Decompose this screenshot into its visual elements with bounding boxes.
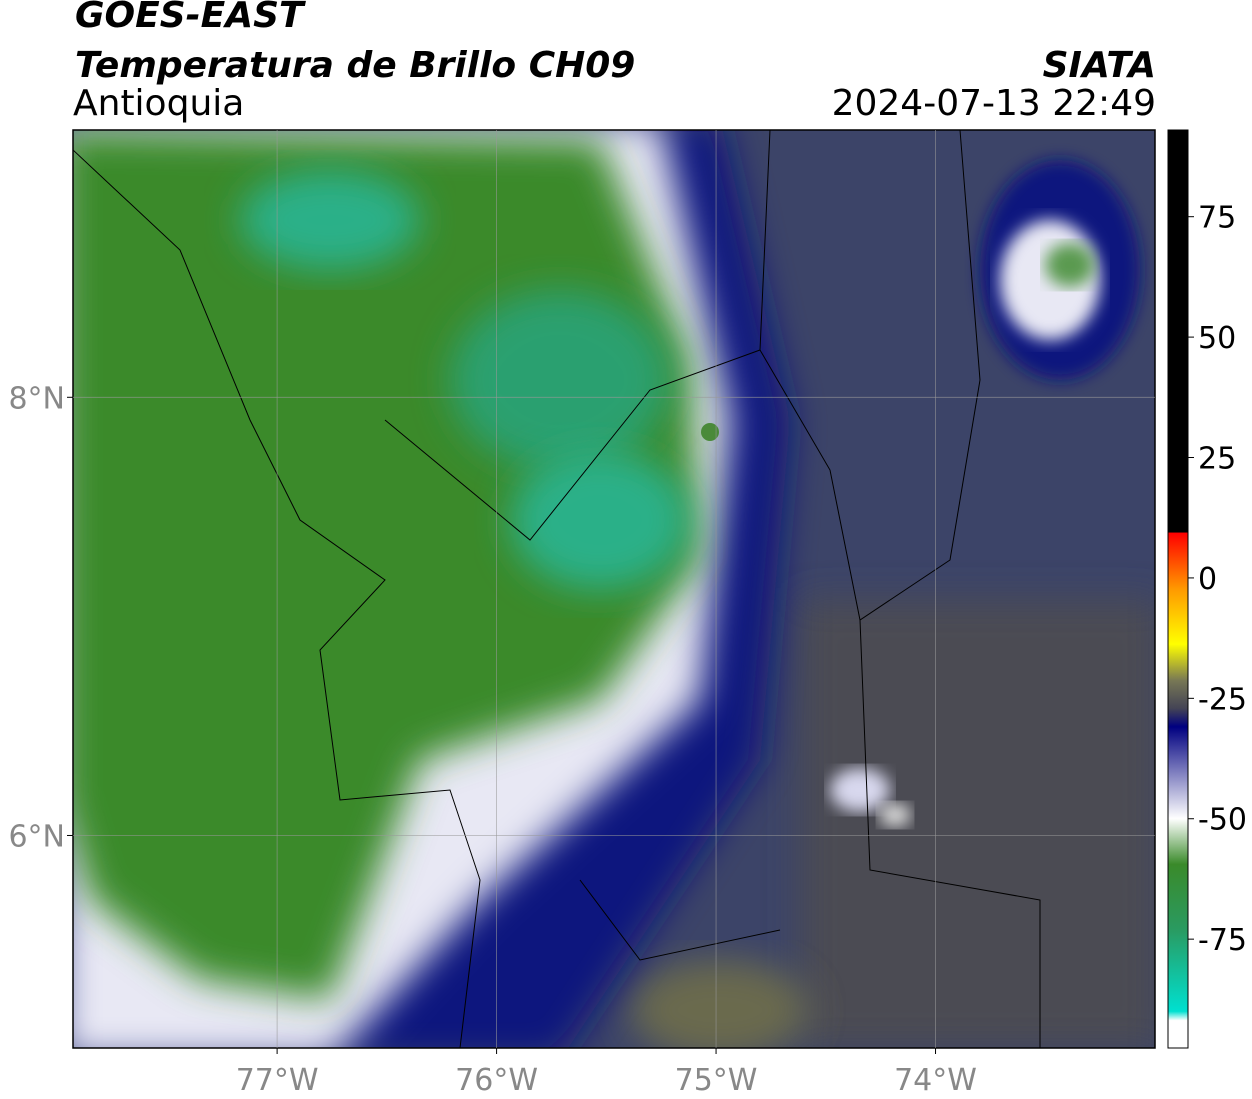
- colorbar-tick-label: 75: [1198, 201, 1236, 236]
- y-tick-label: 8°N: [8, 381, 65, 416]
- y-tick-label: 6°N: [8, 819, 65, 854]
- x-tick-label: 76°W: [455, 1063, 538, 1098]
- colorbar-tick-label: 25: [1198, 442, 1236, 477]
- subtitle: Temperatura de Brillo CH09: [75, 45, 636, 86]
- colorbar-tick-label: -75: [1198, 923, 1247, 958]
- region: Antioquia: [73, 83, 245, 124]
- colorbar-tick-label: 0: [1198, 562, 1217, 597]
- colorbar: [1167, 129, 1189, 1049]
- datetime: 2024-07-13 22:49: [831, 83, 1156, 124]
- colorbar-tick-label: -25: [1198, 682, 1247, 717]
- satellite-image: [73, 130, 1155, 1048]
- map-frame: [72, 129, 1156, 1049]
- source: SIATA: [1042, 45, 1156, 86]
- colorbar-tick-label: -50: [1198, 803, 1247, 838]
- x-tick-label: 77°W: [236, 1063, 319, 1098]
- x-tick-label: 74°W: [894, 1063, 977, 1098]
- x-tick-label: 75°W: [675, 1063, 758, 1098]
- title: GOES-EAST: [75, 0, 304, 36]
- colorbar-tick-label: 50: [1198, 321, 1236, 356]
